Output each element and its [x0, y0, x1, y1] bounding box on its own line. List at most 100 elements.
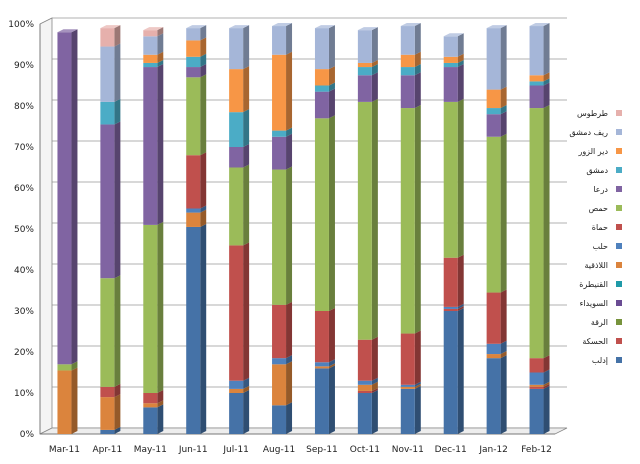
bar-side [414, 385, 421, 434]
x-tick-label: Sep-11 [306, 445, 338, 455]
bar-segment [486, 89, 501, 109]
bar-segment [100, 278, 115, 387]
bar-segment [272, 304, 287, 359]
bar-segment [143, 54, 158, 63]
bar-segment [443, 36, 458, 57]
bar-side [371, 64, 378, 76]
bar-segment [443, 306, 458, 309]
bar-segment [100, 101, 115, 125]
bar-side [243, 66, 250, 113]
bar-segment [486, 358, 501, 434]
bar-segment [186, 155, 201, 209]
legend-swatch [616, 357, 622, 363]
legend-swatch [616, 281, 622, 287]
bar-side [328, 365, 335, 434]
bar-top [529, 23, 550, 27]
bar-segment [57, 32, 72, 365]
bar-side [414, 330, 421, 385]
bar-segment [57, 364, 72, 371]
bar-side [500, 133, 507, 293]
bar-side [200, 152, 207, 209]
bar-top [486, 25, 507, 29]
bar-top [314, 25, 335, 29]
bar-side [414, 64, 421, 76]
y-tick-label: 100% [8, 20, 34, 30]
bar-side [371, 59, 378, 68]
bar-segment [400, 108, 415, 334]
bar-segment [314, 91, 329, 119]
bar-side [371, 387, 378, 393]
bar-side [114, 383, 121, 398]
bar-segment [229, 245, 244, 381]
bar-segment [314, 28, 329, 70]
bar-side [157, 404, 164, 434]
bar-side [200, 25, 207, 41]
bar-top [100, 25, 121, 29]
bar-segment [186, 67, 201, 78]
bar-side [500, 111, 507, 137]
bar-side [114, 275, 121, 387]
bar-segment [143, 30, 158, 37]
x-tick-label: Apr-11 [93, 445, 123, 455]
bar-segment [357, 384, 372, 391]
bar-segment [272, 26, 287, 55]
bar-side [457, 59, 464, 68]
bar-side [500, 25, 507, 90]
bar-segment [229, 380, 244, 389]
bar-segment [100, 46, 115, 102]
bar-segment [443, 67, 458, 102]
y-tick-label: 30% [14, 307, 34, 317]
bar-side [457, 53, 464, 63]
bar-segment [529, 26, 544, 76]
legend-entry: إدلب [592, 356, 608, 366]
bar-segment [486, 136, 501, 293]
bar-side [157, 33, 164, 55]
bar-side [328, 25, 335, 70]
bar-segment [443, 101, 458, 258]
bar-segment [272, 169, 287, 305]
bar-segment [143, 224, 158, 393]
bar-segment [314, 85, 329, 92]
bar-segment [529, 81, 544, 86]
bar-top [57, 29, 78, 33]
bar-segment [400, 333, 415, 385]
bar-side [328, 115, 335, 311]
bar-segment [186, 40, 201, 57]
bar-side [157, 51, 164, 63]
bar-segment [143, 67, 158, 225]
bar-segment [186, 77, 201, 156]
legend-swatch [616, 148, 622, 154]
bar-segment [57, 370, 72, 434]
legend-swatch [616, 262, 622, 268]
bar-side [543, 23, 550, 76]
bar-side [286, 301, 293, 359]
legend-swatch [616, 167, 622, 173]
bar-side [114, 43, 121, 102]
bar-side [500, 355, 507, 434]
bar-segment [314, 69, 329, 86]
bar-side [543, 383, 550, 389]
bar-segment [357, 390, 372, 393]
bar-segment [443, 62, 458, 68]
bar-segment [400, 26, 415, 55]
legend-entry: السويداء [580, 299, 608, 308]
bar-segment [229, 69, 244, 113]
bar-segment [314, 118, 329, 311]
y-tick-label: 50% [14, 225, 34, 235]
bar-segment [186, 226, 201, 434]
bar-side [114, 394, 121, 430]
legend-entry: القنيطرة [579, 280, 608, 289]
bar-side [328, 359, 335, 367]
bar-side [500, 351, 507, 359]
bar-segment [443, 56, 458, 63]
legend-entry: حماة [592, 223, 608, 232]
bar-segment [529, 108, 544, 359]
legend-swatch [616, 319, 622, 325]
legend-entry: حلب [593, 242, 609, 251]
bar-segment [100, 124, 115, 279]
bar-segment [400, 54, 415, 68]
bar-segment [400, 75, 415, 109]
bar-segment [529, 75, 544, 82]
bar-side [286, 361, 293, 406]
